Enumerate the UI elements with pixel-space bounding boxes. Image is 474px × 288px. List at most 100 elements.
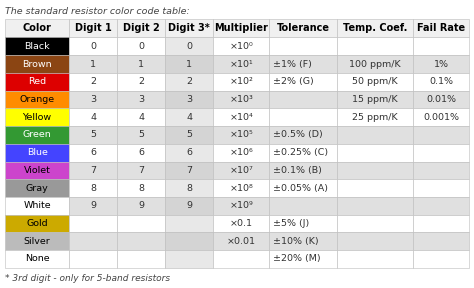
Bar — [165, 126, 213, 144]
Bar — [213, 179, 269, 197]
Text: ×10⁹: ×10⁹ — [229, 201, 253, 210]
Bar — [165, 250, 213, 268]
Bar — [337, 91, 413, 108]
Bar — [413, 55, 469, 73]
Bar — [269, 91, 337, 108]
Bar — [5, 144, 70, 162]
Text: ×10¹: ×10¹ — [229, 60, 253, 69]
Text: ±5% (J): ±5% (J) — [273, 219, 309, 228]
Bar — [269, 19, 337, 37]
Bar — [70, 162, 118, 179]
Bar — [213, 55, 269, 73]
Text: Fail Rate: Fail Rate — [417, 23, 465, 33]
Text: ±0.05% (A): ±0.05% (A) — [273, 183, 328, 193]
Text: Violet: Violet — [24, 166, 51, 175]
Bar — [70, 91, 118, 108]
Text: ±0.25% (C): ±0.25% (C) — [273, 148, 328, 157]
Bar — [337, 144, 413, 162]
Bar — [5, 215, 70, 232]
Text: Orange: Orange — [19, 95, 55, 104]
Bar — [337, 73, 413, 91]
Text: 0.01%: 0.01% — [426, 95, 456, 104]
Bar — [165, 73, 213, 91]
Text: 0: 0 — [91, 42, 96, 51]
Bar — [5, 108, 70, 126]
Text: ×10⁶: ×10⁶ — [229, 148, 253, 157]
Text: Digit 2: Digit 2 — [123, 23, 160, 33]
Text: Yellow: Yellow — [23, 113, 52, 122]
Bar — [5, 91, 70, 108]
Text: The standard resistor color code table:: The standard resistor color code table: — [5, 7, 190, 16]
Text: Temp. Coef.: Temp. Coef. — [343, 23, 407, 33]
Bar — [413, 144, 469, 162]
Bar — [269, 179, 337, 197]
Bar — [5, 250, 70, 268]
Text: 8: 8 — [138, 183, 144, 193]
Bar — [70, 144, 118, 162]
Text: 6: 6 — [91, 148, 96, 157]
Bar — [337, 250, 413, 268]
Bar — [413, 37, 469, 55]
Bar — [213, 73, 269, 91]
Bar — [413, 73, 469, 91]
Bar — [337, 126, 413, 144]
Text: 9: 9 — [91, 201, 96, 210]
Bar — [70, 108, 118, 126]
Text: Tolerance: Tolerance — [277, 23, 329, 33]
Bar — [413, 179, 469, 197]
Text: ×10⁸: ×10⁸ — [229, 183, 253, 193]
Text: 0.1%: 0.1% — [429, 77, 453, 86]
Text: 9: 9 — [186, 201, 192, 210]
Text: 1: 1 — [91, 60, 96, 69]
Text: 3: 3 — [138, 95, 145, 104]
Bar — [337, 55, 413, 73]
Text: ×10³: ×10³ — [229, 95, 253, 104]
Text: Color: Color — [23, 23, 52, 33]
Text: * 3rd digit - only for 5-band resistors: * 3rd digit - only for 5-band resistors — [5, 274, 170, 283]
Bar — [118, 108, 165, 126]
Bar — [413, 19, 469, 37]
Bar — [118, 179, 165, 197]
Text: Digit 1: Digit 1 — [75, 23, 112, 33]
Text: 5: 5 — [186, 130, 192, 139]
Bar — [213, 144, 269, 162]
Bar — [269, 232, 337, 250]
Bar — [269, 126, 337, 144]
Bar — [213, 19, 269, 37]
Bar — [70, 179, 118, 197]
Text: 0.001%: 0.001% — [423, 113, 459, 122]
Text: 1%: 1% — [434, 60, 448, 69]
Bar — [213, 91, 269, 108]
Bar — [165, 162, 213, 179]
Bar — [337, 108, 413, 126]
Text: ×0.1: ×0.1 — [230, 219, 253, 228]
Bar — [269, 162, 337, 179]
Text: White: White — [23, 201, 51, 210]
Text: ×0.01: ×0.01 — [227, 237, 255, 246]
Text: 1: 1 — [138, 60, 144, 69]
Bar — [337, 179, 413, 197]
Text: Black: Black — [24, 42, 50, 51]
Bar — [337, 232, 413, 250]
Bar — [269, 197, 337, 215]
Bar — [70, 250, 118, 268]
Bar — [5, 162, 70, 179]
Bar — [269, 55, 337, 73]
Bar — [213, 126, 269, 144]
Bar — [337, 215, 413, 232]
Bar — [70, 126, 118, 144]
Bar — [118, 250, 165, 268]
Text: Multiplier: Multiplier — [214, 23, 268, 33]
Bar — [118, 162, 165, 179]
Text: Red: Red — [28, 77, 46, 86]
Text: 2: 2 — [91, 77, 96, 86]
Text: 4: 4 — [91, 113, 96, 122]
Text: 1: 1 — [186, 60, 192, 69]
Bar — [269, 215, 337, 232]
Bar — [413, 232, 469, 250]
Text: 7: 7 — [138, 166, 144, 175]
Text: 8: 8 — [186, 183, 192, 193]
Bar — [269, 108, 337, 126]
Bar — [165, 37, 213, 55]
Text: ±10% (K): ±10% (K) — [273, 237, 319, 246]
